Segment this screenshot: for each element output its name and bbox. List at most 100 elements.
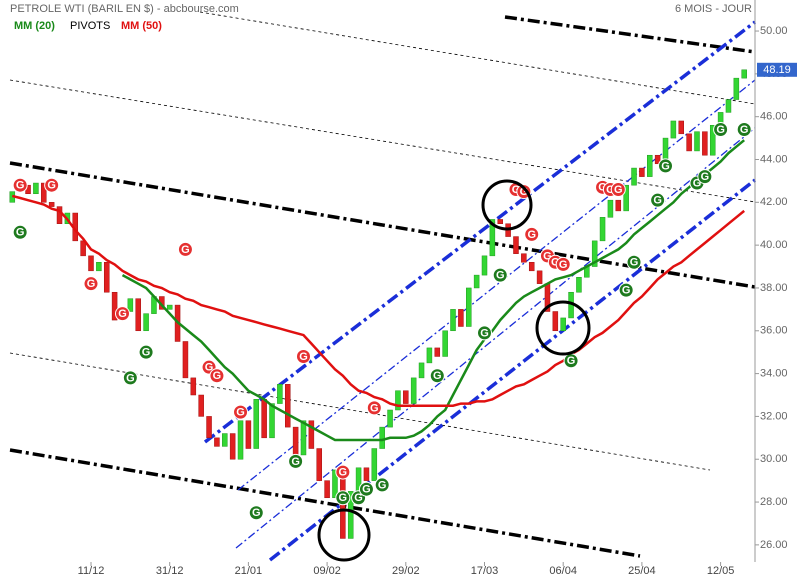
last-price-label: 48.19 — [763, 64, 791, 76]
pivot-marker-label: G — [205, 362, 214, 374]
candle-body — [245, 420, 252, 449]
pivot-marker-label: G — [527, 229, 536, 241]
pivot-marker — [477, 325, 492, 341]
candle-body — [513, 236, 519, 254]
pivot-marker — [295, 348, 311, 364]
pivot-marker — [524, 226, 540, 242]
chart-subtitle: 6 MOIS - JOUR — [675, 3, 752, 15]
candle-body — [166, 304, 173, 310]
highlight-circle — [317, 508, 371, 562]
pivot-marker-label: G — [142, 347, 151, 359]
pivot-marker-label: G — [598, 182, 607, 194]
pivot-marker-label: G — [354, 492, 363, 504]
pivot-marker — [697, 169, 713, 185]
candle-body — [332, 469, 338, 499]
candle-body — [426, 347, 433, 364]
candle-body — [316, 448, 322, 481]
trend-line — [9, 352, 711, 471]
candle-body — [442, 330, 448, 357]
highlight-circles — [317, 179, 591, 562]
pivot-marker — [248, 505, 264, 521]
y-tick-label: 32.00 — [760, 410, 788, 422]
moving-average-line — [121, 139, 745, 442]
candle-body — [308, 420, 315, 449]
pivot-marker-label: G — [236, 407, 245, 419]
candle-body — [576, 277, 582, 293]
pivot-marker — [366, 400, 382, 416]
candle-body — [379, 426, 385, 449]
candle-body — [403, 390, 409, 404]
pivot-marker-label: G — [693, 177, 702, 189]
candle-body — [639, 167, 645, 177]
pivot-marker-label: G — [339, 492, 348, 504]
pivot-marker — [736, 122, 752, 138]
y-tick-label: 38.00 — [760, 282, 788, 294]
y-tick-label: 34.00 — [760, 368, 788, 380]
candle-body — [418, 362, 425, 379]
candle-body — [198, 394, 204, 417]
candle-body — [678, 120, 684, 135]
candle-body — [190, 377, 197, 396]
pivot-marker-label: G — [87, 278, 96, 290]
x-tick-label: 17/03 — [471, 565, 499, 577]
candle-body — [80, 240, 86, 257]
candle-body — [709, 124, 716, 156]
pivot-marker — [618, 282, 634, 298]
pivot-marker-label: G — [520, 186, 529, 198]
candle-body — [434, 347, 441, 357]
candle-body — [615, 199, 622, 212]
candle-body — [347, 491, 354, 539]
candle-body — [623, 184, 629, 212]
legend-label: PIVOTS — [70, 20, 110, 32]
pivot-marker-label: G — [606, 184, 615, 196]
pivot-marker-label: G — [512, 184, 521, 196]
pivot-marker — [658, 158, 674, 174]
x-tick-label: 06/04 — [549, 565, 577, 577]
pivot-marker — [12, 224, 28, 240]
candle-body — [41, 182, 47, 203]
pivot-marker-label: G — [291, 456, 300, 468]
y-tick-label: 40.00 — [760, 239, 788, 251]
legend-label: MM (50) — [121, 20, 162, 32]
pivot-marker — [288, 453, 304, 469]
candle-body — [631, 167, 637, 186]
candle-body — [528, 262, 535, 272]
last-price-box — [757, 62, 797, 77]
candle-body — [395, 390, 401, 411]
pivot-marker-label: G — [543, 250, 552, 262]
y-tick-label: 26.00 — [760, 539, 788, 551]
candle-body — [497, 219, 503, 224]
candle-body — [387, 409, 393, 428]
pivot-marker-label: G — [630, 257, 639, 269]
pivot-marker-label: G — [716, 124, 725, 136]
pivot-marker-label: G — [551, 257, 560, 269]
pivot-marker — [12, 177, 28, 193]
pivot-marker — [209, 368, 225, 384]
y-tick-label: 46.00 — [760, 111, 788, 123]
x-tick-label: 09/02 — [313, 565, 341, 577]
candle-body — [521, 253, 527, 263]
pivot-marker — [83, 276, 99, 292]
pivot-marker-label: G — [126, 372, 135, 384]
x-tick-label: 29/02 — [392, 565, 420, 577]
pivot-marker — [138, 344, 154, 360]
x-tick-label: 25/04 — [628, 565, 656, 577]
candle-body — [536, 270, 543, 284]
pivot-marker-label: G — [614, 184, 623, 196]
candle-body — [96, 262, 102, 272]
pivot-marker-label: G — [339, 466, 348, 478]
candle-body — [127, 298, 134, 312]
candle-body — [143, 313, 149, 332]
x-tick-label: 12/05 — [707, 565, 735, 577]
candle-body — [269, 403, 275, 439]
candle-body — [489, 219, 496, 257]
y-tick-label: 44.00 — [760, 153, 788, 165]
pivot-marker-label: G — [370, 402, 379, 414]
pivot-marker-label: G — [362, 484, 371, 496]
pivot-marker-label: G — [496, 270, 505, 282]
candle-body — [686, 133, 692, 152]
y-tick-label: 42.00 — [760, 196, 788, 208]
candle-body — [277, 384, 283, 404]
pivot-marker-label: G — [480, 327, 489, 339]
